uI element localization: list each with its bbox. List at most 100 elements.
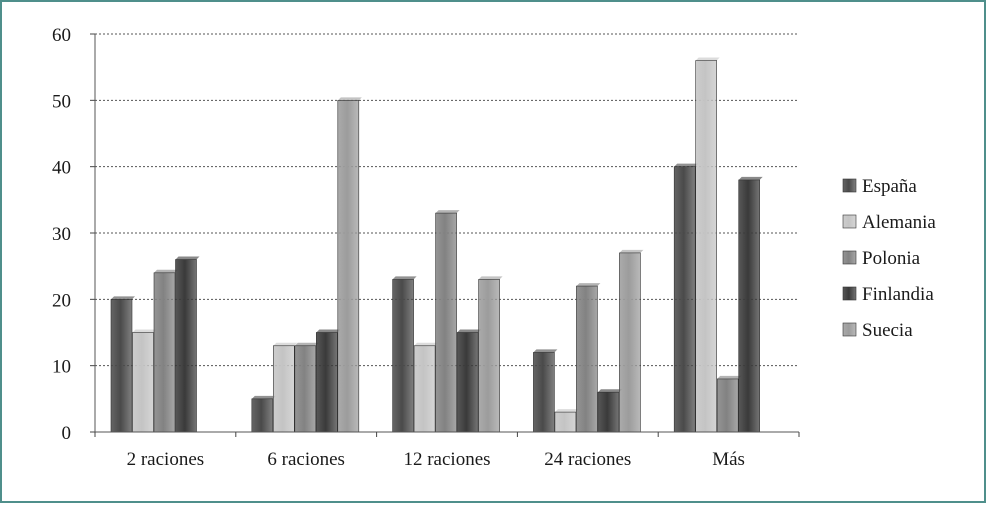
bars: [110, 57, 763, 433]
bar-espana-6-raciones: [251, 395, 276, 433]
bar-alemania-24-raciones: [554, 409, 579, 433]
legend-label: Polonia: [862, 248, 921, 269]
bar-finlandia-mas: [738, 176, 763, 433]
legend-swatch: [842, 286, 857, 301]
bar-suecia-12-raciones: [478, 276, 503, 433]
legend-label: Suecia: [862, 320, 913, 341]
bar: [673, 166, 696, 433]
bar-polonia-6-raciones: [294, 342, 319, 433]
bar: [716, 378, 739, 433]
y-tick-label: 30: [52, 224, 71, 245]
legend-swatch: [842, 250, 857, 265]
bar-cap: [132, 329, 157, 333]
legend-label: Finlandia: [862, 284, 934, 305]
bar-cap: [619, 249, 644, 253]
legend-swatch: [842, 178, 857, 193]
bar: [132, 332, 154, 433]
bar-cap: [576, 283, 601, 287]
y-tick-label: 40: [52, 158, 71, 179]
bar: [175, 259, 197, 433]
bar-suecia-6-raciones: [337, 97, 362, 433]
bar-cap: [478, 276, 503, 280]
bar-alemania-mas: [695, 57, 720, 433]
bar-alemania-12-raciones: [413, 342, 439, 433]
bar-cap: [154, 269, 178, 273]
bar: [695, 60, 718, 433]
y-tick-labels: 0 10 20 30 40 50 60: [52, 25, 71, 444]
bar-finlandia-24-raciones: [597, 389, 622, 433]
legend-swatch: [842, 322, 857, 337]
legend-swatch: [842, 214, 857, 229]
x-tick-label: 24 raciones: [544, 449, 631, 470]
legend-item-suecia: Suecia: [842, 320, 913, 341]
bar: [413, 345, 436, 433]
x-tick-label: 6 raciones: [267, 449, 345, 470]
bar-cap: [457, 329, 482, 333]
bar-suecia-24-raciones: [619, 249, 644, 433]
legend: España Alemania Polonia Finlandia Suecia: [842, 176, 936, 341]
bar-cap: [316, 329, 341, 333]
bar-alemania-6-raciones: [272, 342, 298, 433]
bar-cap: [533, 349, 558, 353]
bar: [315, 332, 338, 433]
bar-cap: [738, 176, 763, 180]
bar: [576, 285, 598, 433]
bar-cap: [392, 276, 417, 280]
bar-polonia-mas: [716, 375, 742, 433]
bar-finlandia-6-raciones: [315, 329, 341, 433]
bar-cap: [111, 296, 135, 300]
bar-cap: [435, 210, 460, 214]
bar-espana-2-raciones: [110, 296, 135, 433]
bar: [554, 411, 577, 433]
bar-espana-mas: [673, 163, 699, 433]
legend-item-polonia: Polonia: [842, 248, 921, 269]
x-tick-label: 2 raciones: [127, 449, 205, 470]
bar-cap: [717, 375, 742, 379]
legend-label: España: [862, 176, 917, 197]
bar-finlandia-12-raciones: [456, 329, 482, 433]
bar: [533, 352, 555, 433]
bar: [435, 212, 457, 433]
bar-alemania-2-raciones: [132, 329, 157, 433]
y-tick-label: 0: [62, 423, 72, 444]
legend-item-finlandia: Finlandia: [842, 284, 934, 305]
legend-label: Alemania: [862, 212, 936, 233]
bar: [456, 332, 479, 433]
bar-cap: [337, 97, 362, 101]
bar: [110, 299, 133, 433]
bar-polonia-2-raciones: [153, 269, 178, 433]
y-tick-label: 10: [52, 357, 71, 378]
bar-cap: [414, 342, 439, 346]
bar-cap: [251, 395, 276, 399]
bar-cap: [294, 342, 319, 346]
legend-item-alemania: Alemania: [842, 212, 936, 233]
bar-cap: [674, 163, 699, 167]
bar: [251, 398, 274, 433]
bar: [337, 100, 360, 433]
bar-cap: [597, 389, 622, 393]
x-tick-label: 12 raciones: [403, 449, 490, 470]
y-tick-label: 50: [52, 91, 71, 112]
bar-finlandia-2-raciones: [175, 256, 200, 433]
x-tick-label: Más: [712, 449, 745, 470]
bar-cap: [554, 409, 579, 413]
bar-cap: [695, 57, 720, 61]
bar: [619, 252, 641, 433]
bar: [272, 345, 295, 433]
bar-polonia-24-raciones: [576, 283, 601, 433]
bar-cap: [175, 256, 200, 260]
bar-cap: [273, 342, 298, 346]
y-tick-label: 20: [52, 290, 71, 311]
bar-polonia-12-raciones: [435, 210, 460, 433]
bar: [294, 345, 317, 433]
bar: [153, 272, 176, 433]
axes: [90, 33, 800, 437]
bar: [392, 279, 414, 433]
bar-espana-24-raciones: [533, 349, 558, 433]
x-tick-labels: 2 raciones 6 raciones 12 raciones 24 racion…: [127, 449, 745, 470]
bar: [478, 279, 500, 433]
y-tick-label: 60: [52, 25, 71, 46]
bar: [738, 179, 761, 433]
